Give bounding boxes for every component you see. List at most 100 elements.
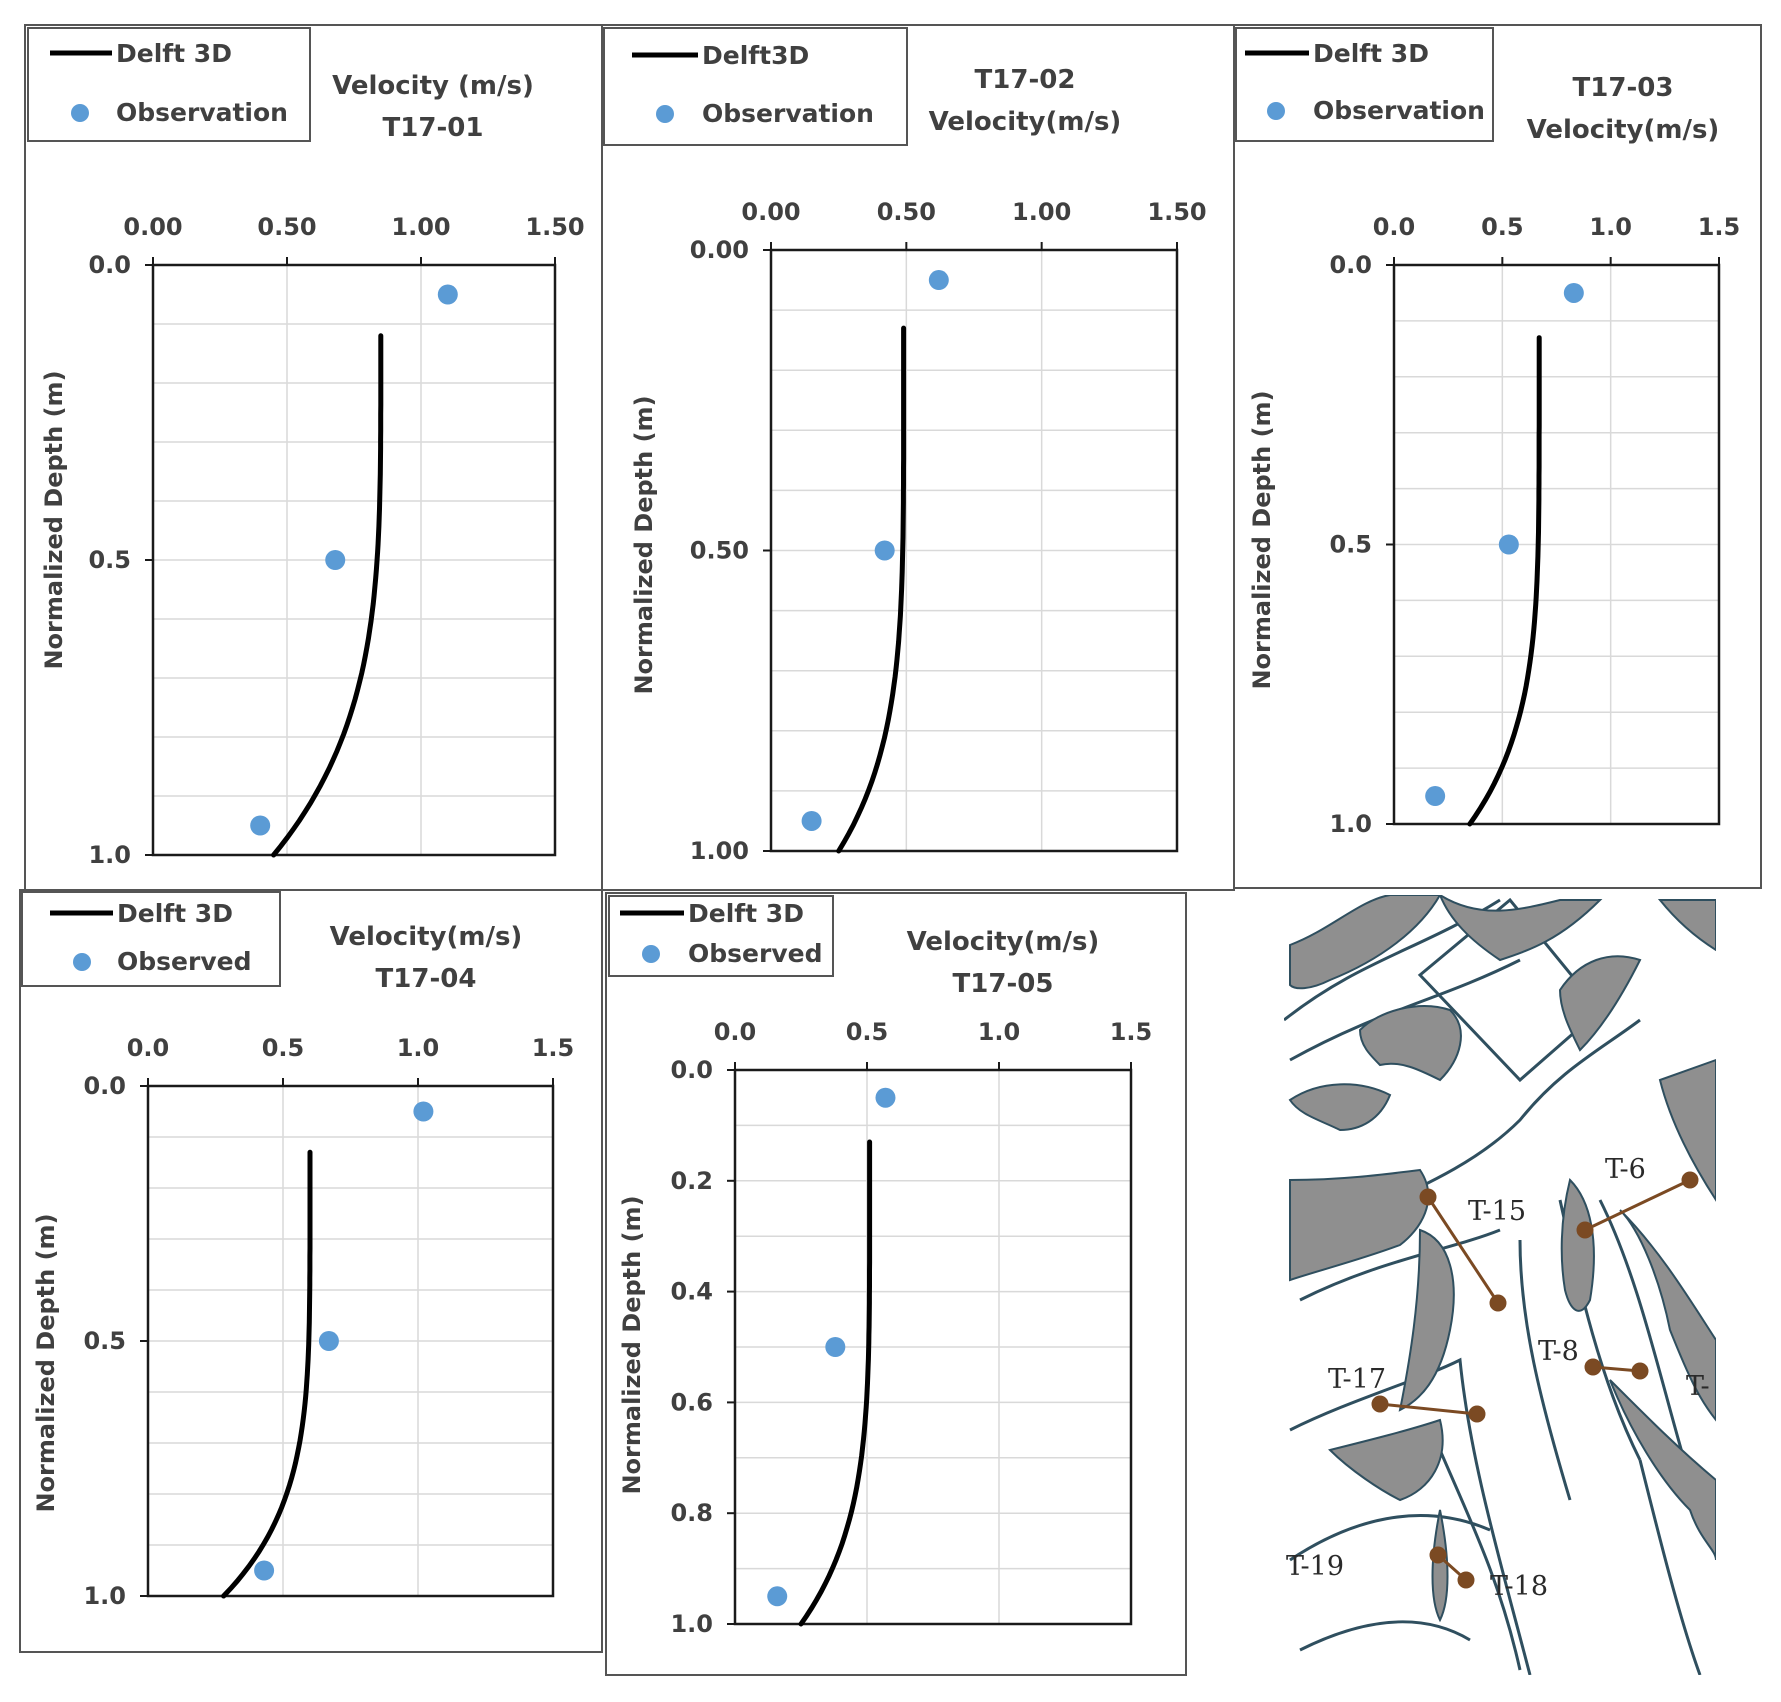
- plot-area: 0.0 0.5 1.0 1.5 0.0 0.2 0.4 0.6 0.8 1.0: [670, 1018, 1152, 1638]
- legend-label-observation: Observation: [1313, 96, 1485, 125]
- x-tick-label: 0.5: [262, 1034, 305, 1062]
- model-profile-line: [271, 333, 384, 858]
- model-profile-line: [836, 325, 907, 854]
- plot-area: 0.00 0.50 1.00 1.50 0.0 0.5 1.0: [88, 213, 584, 869]
- observation-point: [254, 1560, 275, 1581]
- chart-title-line-2: T17-05: [953, 969, 1054, 999]
- y-tick-label: 0.0: [88, 251, 131, 279]
- legend-box: [21, 891, 281, 987]
- observation-point: [437, 284, 458, 305]
- legend-label-observation: Observation: [116, 98, 288, 127]
- observation-point: [1498, 534, 1519, 555]
- plot-area: 0.00 0.50 1.00 1.50 0.00 0.50 1.00: [690, 198, 1207, 865]
- model-profile-line: [221, 1149, 313, 1599]
- y-tick-label: 0.5: [1329, 531, 1372, 559]
- y-tick-label: 0.50: [690, 537, 749, 565]
- legend-label-model: Delft 3D: [117, 899, 233, 928]
- x-tick-label: 0.00: [123, 213, 182, 241]
- legend-label-observation: Observed: [688, 939, 822, 968]
- map-label-t-cut: T-: [1686, 1371, 1710, 1402]
- transect-t-6: [1576, 1171, 1699, 1239]
- map-label-t-18: T-18: [1490, 1571, 1548, 1602]
- observation-point: [318, 1331, 339, 1351]
- legend-box: [27, 27, 311, 142]
- y-tick-label: 1.00: [690, 837, 749, 865]
- observation-point: [875, 1087, 896, 1108]
- observation-point: [874, 540, 895, 561]
- x-tick-label: 1.50: [525, 213, 584, 241]
- x-tick-label: 1.00: [1012, 198, 1071, 226]
- map-label-t-17: T-17: [1328, 1364, 1386, 1395]
- x-tick-label: 1.50: [1147, 198, 1206, 226]
- plot-area: 0.0 0.5 1.0 1.5 0.0 0.5 1.0: [83, 1034, 574, 1610]
- legend-marker-swatch: [1267, 102, 1285, 120]
- x-tick-label: 1.00: [391, 213, 450, 241]
- y-tick-label: 0.5: [83, 1327, 126, 1355]
- y-tick-label: 1.0: [1329, 810, 1372, 838]
- x-tick-label: 0.00: [741, 198, 800, 226]
- land-shapes: [1288, 895, 1716, 1623]
- legend: Delft 3D Observation: [27, 27, 311, 142]
- legend-label-model: Delft3D: [702, 41, 809, 70]
- chart-panel-t17-04: Delft 3D Observed Velocity(m/s) T17-04 N…: [19, 889, 603, 1653]
- x-tick-label: 1.5: [532, 1034, 575, 1062]
- y-axis-label: Normalized Depth (m): [1248, 390, 1276, 689]
- observation-point: [825, 1337, 846, 1357]
- transect-t-8: [1584, 1358, 1649, 1380]
- legend-marker-swatch: [71, 104, 89, 122]
- y-tick-label: 1.0: [88, 841, 131, 869]
- observation-point: [767, 1586, 788, 1607]
- observation-point: [1425, 786, 1446, 807]
- chart-panel-t17-05: Delft 3D Observed Velocity(m/s) T17-05 N…: [605, 892, 1187, 1676]
- x-tick-label: 0.0: [1373, 213, 1416, 241]
- y-tick-label: 0.8: [670, 1499, 713, 1527]
- legend: Delft 3D Observed: [21, 891, 281, 987]
- x-tick-label: 0.50: [877, 198, 936, 226]
- chart-title-line-1: T17-02: [975, 65, 1076, 95]
- x-tick-label: 0.0: [127, 1034, 170, 1062]
- legend-label-model: Delft 3D: [1313, 39, 1429, 68]
- plot-frame: [733, 1068, 1133, 1626]
- chart-title-line-1: Velocity (m/s): [332, 71, 534, 101]
- y-tick-label: 0.6: [670, 1388, 713, 1416]
- panel-border: [24, 24, 603, 891]
- model-profile-line: [1467, 335, 1542, 827]
- legend-label-observation: Observation: [702, 99, 874, 128]
- legend-marker-swatch: [642, 945, 660, 963]
- y-tick-label: 0.5: [88, 546, 131, 574]
- y-tick-label: 0.0: [670, 1056, 713, 1084]
- observation-point: [1563, 282, 1584, 303]
- y-tick-label: 1.0: [83, 1582, 126, 1610]
- legend-marker-swatch: [73, 953, 91, 971]
- channel-outlines: [1284, 897, 1702, 1675]
- y-axis-label: Normalized Depth (m): [618, 1195, 646, 1494]
- legend: Delft3D Observation: [603, 27, 908, 146]
- chart-title-line-1: Velocity(m/s): [330, 922, 523, 952]
- observation-point: [325, 550, 346, 570]
- chart-title-line-2: T17-04: [376, 964, 477, 994]
- chart-panel-t17-02: Delft3D Observation T17-02 Velocity(m/s)…: [601, 24, 1235, 891]
- chart-panel-t17-01: Delft 3D Observation Velocity (m/s) T17-…: [24, 24, 603, 891]
- legend: Delft 3D Observation: [1235, 27, 1494, 142]
- x-tick-label: 0.5: [846, 1018, 889, 1046]
- chart-panel-t17-03: Delft 3D Observation T17-03 Velocity(m/s…: [1233, 24, 1762, 889]
- x-tick-label: 1.5: [1698, 213, 1741, 241]
- legend-box: [608, 895, 834, 977]
- delta-map: T-15 T-6 T-8 T- T-17 T-19 T-18: [1284, 895, 1716, 1675]
- y-tick-label: 0.00: [690, 236, 749, 264]
- map-label-t-15: T-15: [1468, 1196, 1526, 1227]
- chart-title-line-2: T17-01: [383, 113, 484, 143]
- panel-border: [605, 892, 1187, 1676]
- map-label-t-6: T-6: [1605, 1154, 1646, 1185]
- map-background: [1284, 895, 1716, 1675]
- y-axis-label: Normalized Depth (m): [630, 395, 658, 694]
- panel-border: [601, 24, 1235, 891]
- y-tick-label: 0.2: [670, 1167, 713, 1195]
- x-tick-label: 0.5: [1481, 213, 1524, 241]
- x-tick-label: 1.0: [1589, 213, 1632, 241]
- transect-t-15: [1419, 1188, 1507, 1312]
- chart-title-line-1: Velocity(m/s): [907, 927, 1100, 957]
- plot-area: 0.0 0.5 1.0 1.5 0.0 0.5 1.0: [1329, 213, 1740, 838]
- chart-title-line-2: Velocity(m/s): [1527, 115, 1720, 145]
- x-tick-label: 1.0: [978, 1018, 1021, 1046]
